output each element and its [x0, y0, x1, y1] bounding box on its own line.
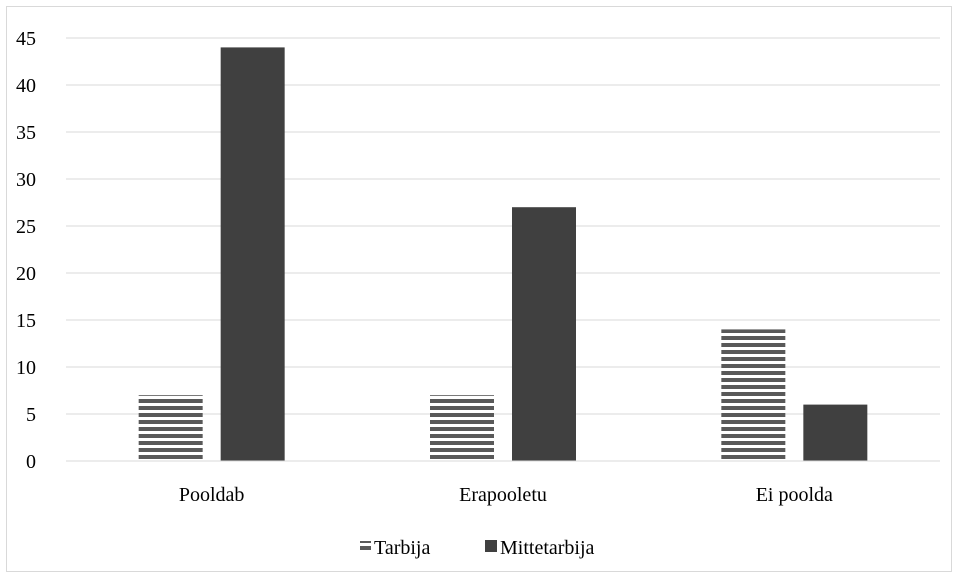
bar-tarbija-1 [430, 395, 494, 461]
x-axis: Pooldab Erapooletu Ei poolda [179, 484, 833, 506]
category-label: Pooldab [179, 484, 245, 506]
y-tick-label: 20 [16, 263, 36, 285]
y-tick-label: 15 [16, 310, 36, 332]
y-tick-label: 40 [16, 75, 36, 97]
legend-swatch-tarbija [360, 541, 371, 552]
bar-tarbija-2 [721, 329, 786, 461]
bar-tarbija-0 [138, 395, 203, 461]
bars [66, 47, 940, 462]
y-axis: 0 5 10 15 20 25 30 35 40 45 [16, 28, 36, 473]
y-tick-label: 30 [16, 169, 36, 191]
legend-swatch-mittetarbija [485, 540, 497, 552]
bar-mittetarbija-1 [512, 207, 576, 461]
chart-frame [6, 6, 952, 572]
y-tick-label: 0 [26, 451, 36, 473]
y-tick-label: 35 [16, 122, 36, 144]
y-tick-label: 45 [16, 28, 36, 50]
legend: Tarbija Mittetarbija [360, 537, 595, 559]
y-tick-label: 5 [26, 404, 36, 426]
legend-label: Mittetarbija [500, 537, 595, 559]
y-tick-label: 25 [16, 216, 36, 238]
category-label: Erapooletu [459, 484, 547, 506]
bar-mittetarbija-2 [803, 404, 868, 461]
bar-mittetarbija-0 [220, 47, 285, 462]
category-label: Ei poolda [756, 484, 833, 506]
y-tick-label: 10 [16, 357, 36, 379]
legend-label: Tarbija [374, 537, 430, 559]
